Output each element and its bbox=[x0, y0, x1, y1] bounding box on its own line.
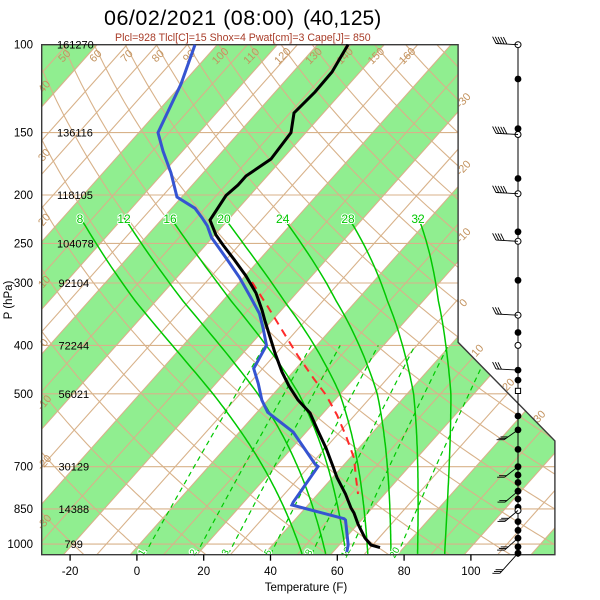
svg-text:100: 100 bbox=[461, 566, 480, 578]
svg-text:40: 40 bbox=[264, 566, 277, 578]
svg-text:06/02/2021 (08:00): 06/02/2021 (08:00) bbox=[104, 6, 295, 30]
svg-text:300: 300 bbox=[14, 278, 33, 290]
svg-text:250: 250 bbox=[14, 238, 33, 250]
svg-text:60: 60 bbox=[331, 566, 344, 578]
svg-text:12: 12 bbox=[117, 212, 131, 226]
svg-text:850: 850 bbox=[14, 504, 33, 516]
svg-text:Plcl=928 Tlcl[C]=15 Shox=4 Pwa: Plcl=928 Tlcl[C]=15 Shox=4 Pwat[cm]=3 Ca… bbox=[115, 32, 371, 44]
svg-text:24: 24 bbox=[276, 212, 290, 226]
svg-text:118105: 118105 bbox=[57, 190, 93, 202]
svg-text:20: 20 bbox=[217, 212, 231, 226]
svg-text:0: 0 bbox=[134, 566, 140, 578]
svg-text:161270: 161270 bbox=[57, 40, 94, 52]
svg-text:-20: -20 bbox=[62, 566, 79, 578]
svg-text:32: 32 bbox=[411, 212, 425, 226]
svg-text:150: 150 bbox=[14, 128, 33, 140]
svg-text:700: 700 bbox=[14, 462, 33, 474]
svg-text:Temperature (F): Temperature (F) bbox=[265, 582, 348, 594]
svg-text:92104: 92104 bbox=[59, 278, 90, 290]
svg-text:14388: 14388 bbox=[59, 504, 90, 516]
svg-text:30129: 30129 bbox=[59, 462, 90, 474]
svg-text:16: 16 bbox=[163, 212, 177, 226]
svg-text:8: 8 bbox=[77, 212, 84, 226]
svg-text:100: 100 bbox=[14, 40, 33, 52]
svg-text:400: 400 bbox=[14, 340, 33, 352]
svg-text:200: 200 bbox=[14, 190, 33, 202]
svg-text:(40,125): (40,125) bbox=[303, 7, 381, 30]
svg-text:56021: 56021 bbox=[59, 389, 90, 401]
svg-text:72244: 72244 bbox=[59, 340, 90, 352]
svg-text:28: 28 bbox=[341, 212, 355, 226]
svg-text:80: 80 bbox=[398, 566, 411, 578]
svg-text:500: 500 bbox=[14, 389, 33, 401]
svg-text:104078: 104078 bbox=[57, 238, 94, 250]
svg-text:799: 799 bbox=[65, 539, 83, 551]
svg-text:136116: 136116 bbox=[57, 128, 93, 140]
svg-text:P (hPa): P (hPa) bbox=[3, 280, 15, 319]
svg-text:1000: 1000 bbox=[7, 539, 33, 551]
svg-text:20: 20 bbox=[197, 566, 210, 578]
